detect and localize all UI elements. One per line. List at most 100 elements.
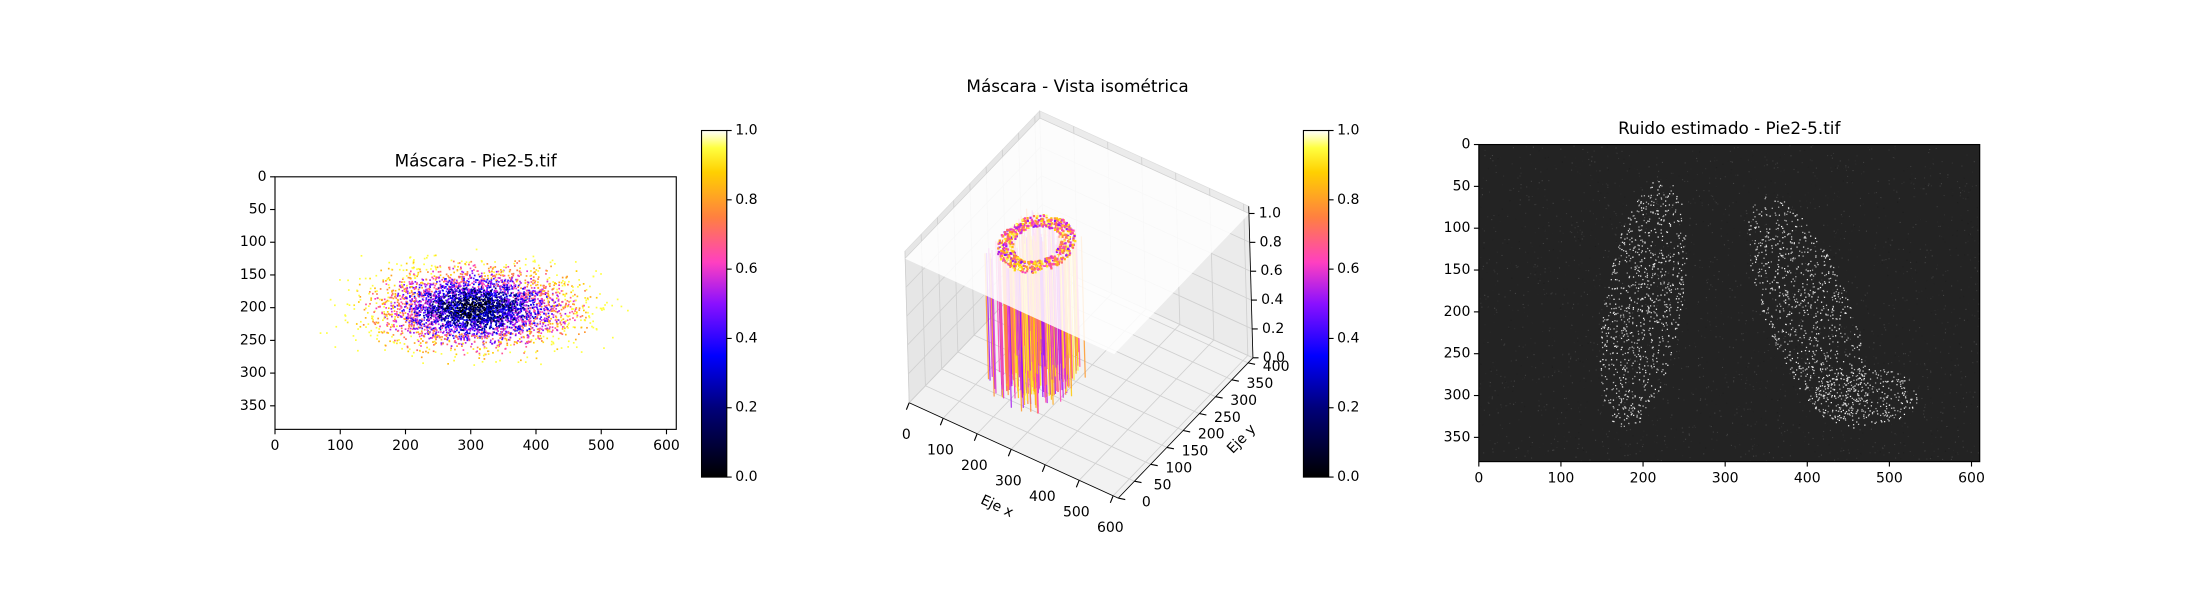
mask-pixel bbox=[532, 334, 535, 337]
mask-pixel bbox=[509, 268, 512, 271]
mask-pixel bbox=[460, 260, 463, 263]
mask-pixel bbox=[486, 285, 488, 288]
mask-pixel bbox=[466, 352, 469, 354]
mask-pixel bbox=[585, 311, 587, 314]
mask-pixel bbox=[572, 308, 575, 310]
mask-pixel bbox=[546, 320, 549, 322]
surface-patch bbox=[1071, 246, 1075, 249]
mask-pixel bbox=[509, 301, 512, 304]
mask-pixel bbox=[542, 329, 544, 332]
mask-pixel bbox=[539, 308, 542, 310]
mask-pixel bbox=[469, 274, 471, 277]
surface-patch bbox=[1066, 229, 1070, 233]
y-tick-label: 350 bbox=[240, 398, 267, 414]
mask-pixel bbox=[528, 315, 531, 318]
mask-pixel bbox=[499, 341, 502, 344]
mask-pixel bbox=[517, 299, 520, 301]
colorbar-tick-label: 0.4 bbox=[735, 330, 757, 346]
mask-pixel bbox=[460, 267, 462, 270]
mask-pixel bbox=[438, 296, 440, 299]
mask-pixel bbox=[503, 328, 506, 331]
mask-pixel bbox=[483, 278, 486, 280]
mask-pixel bbox=[443, 285, 445, 288]
mask-pixel bbox=[556, 325, 559, 328]
mask-pixel bbox=[498, 296, 501, 298]
mask-pixel bbox=[553, 350, 556, 353]
mask-pixel bbox=[495, 280, 498, 283]
mask-pixel bbox=[421, 294, 423, 297]
mask-pixel bbox=[346, 303, 349, 306]
mask-pixel bbox=[500, 288, 502, 291]
mask-pixel bbox=[463, 307, 466, 309]
mask-pixel bbox=[477, 317, 480, 319]
mask-pixel bbox=[387, 332, 390, 334]
mask-pixel bbox=[431, 323, 434, 326]
mask-pixel bbox=[536, 317, 539, 320]
mask-pixel bbox=[541, 300, 544, 303]
mask-pixel bbox=[383, 313, 386, 316]
mask-pixel bbox=[468, 328, 470, 331]
mask-pixel bbox=[466, 272, 469, 275]
mask-pixel bbox=[448, 309, 451, 311]
mask-pixel bbox=[468, 318, 471, 321]
mask-pixel bbox=[450, 304, 452, 306]
mask-pixel bbox=[490, 322, 492, 325]
mask-pixel bbox=[549, 330, 551, 333]
mask-pixel bbox=[452, 291, 455, 294]
mask-pixel bbox=[421, 278, 424, 281]
mask-pixel bbox=[407, 313, 409, 315]
mask-pixel bbox=[465, 294, 468, 297]
mask-pixel bbox=[507, 330, 510, 333]
mask-pixel bbox=[466, 271, 469, 273]
mask-pixel bbox=[482, 332, 485, 334]
mask-pixel bbox=[442, 325, 445, 327]
mask-pixel bbox=[592, 275, 595, 278]
mask-pixel bbox=[445, 326, 447, 328]
mask-pixel bbox=[451, 286, 454, 289]
colorbar-tick-label: 1.0 bbox=[735, 123, 757, 139]
mask-pixel bbox=[583, 309, 585, 312]
mask-pixel bbox=[399, 333, 402, 336]
grid-line bbox=[1039, 117, 1250, 214]
mask-pixel bbox=[418, 286, 421, 289]
mask-pixel bbox=[463, 338, 465, 340]
surface-patch bbox=[1056, 255, 1059, 258]
mask-pixel bbox=[359, 277, 361, 280]
mask-pixel bbox=[476, 300, 478, 302]
surface-patch bbox=[1041, 225, 1044, 228]
mask-pixel bbox=[551, 299, 554, 302]
mask-pixel bbox=[447, 287, 450, 290]
mask-pixel bbox=[448, 321, 451, 324]
mask-pixel bbox=[423, 257, 426, 260]
mask-pixel bbox=[425, 297, 428, 299]
mask-pixel bbox=[356, 289, 358, 292]
mask-pixel bbox=[503, 314, 505, 316]
mask-pixel bbox=[476, 315, 478, 318]
mask-pixel bbox=[501, 338, 503, 341]
mask-pixel bbox=[519, 341, 522, 344]
mask-pixel bbox=[419, 332, 422, 335]
mask-pixel bbox=[376, 334, 379, 337]
mask-pixel bbox=[386, 288, 389, 291]
mask-pixel bbox=[394, 316, 396, 318]
mask-pixel bbox=[464, 295, 466, 297]
mask-pixel bbox=[451, 285, 453, 288]
mask-pixel bbox=[472, 296, 475, 299]
mask-pixel bbox=[412, 316, 415, 319]
mask-pixel bbox=[466, 274, 468, 276]
mask-pixel bbox=[519, 298, 522, 301]
mask-pixel bbox=[365, 326, 367, 328]
mask-pixel bbox=[486, 323, 489, 326]
mask-pixel bbox=[454, 285, 457, 287]
mask-pixel bbox=[473, 312, 476, 315]
mask-pixel bbox=[528, 328, 531, 330]
surface-patch bbox=[1003, 252, 1007, 255]
mask-pixel bbox=[560, 316, 562, 319]
mask-pixel bbox=[438, 293, 440, 296]
mask-pixel bbox=[575, 307, 578, 309]
mask-pixel bbox=[536, 308, 539, 311]
surface-top bbox=[905, 118, 1249, 355]
mask-pixel bbox=[403, 281, 406, 283]
mask-pixel bbox=[513, 294, 515, 296]
mask-pixel bbox=[564, 312, 567, 315]
